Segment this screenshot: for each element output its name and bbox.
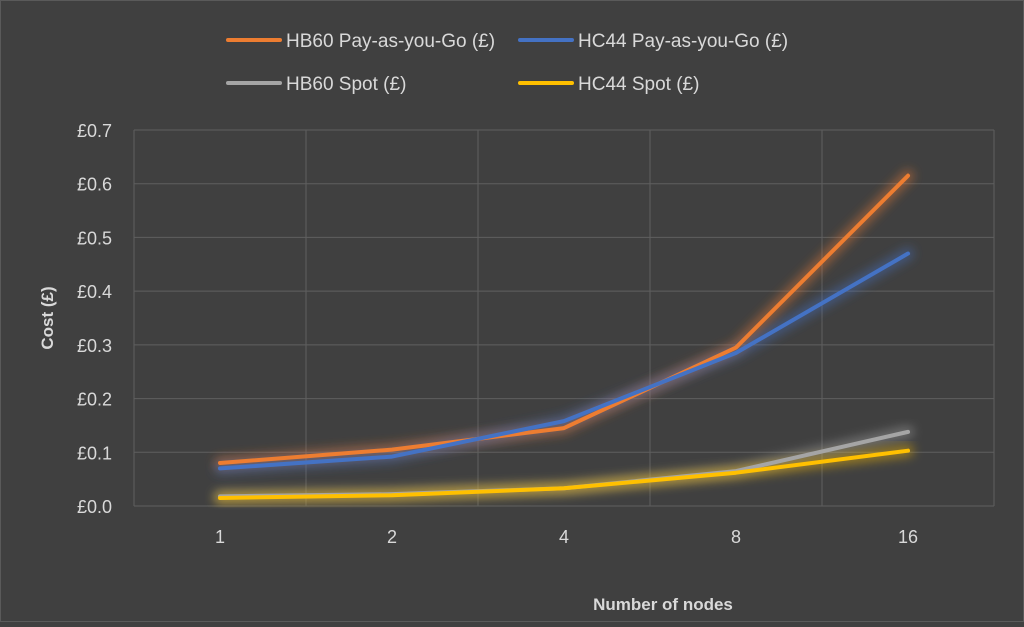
legend-item: HC44 Pay-as-you-Go (£): [518, 31, 788, 52]
y-tick-label: £0.7: [77, 121, 112, 141]
y-tick-label: £0.3: [77, 336, 112, 356]
series-lines: [218, 173, 910, 500]
legend-item: HB60 Pay-as-you-Go (£): [226, 31, 495, 52]
series-line-0: [218, 173, 910, 466]
legend-label: HC44 Pay-as-you-Go (£): [578, 31, 788, 52]
y-tick-label: £0.4: [77, 282, 112, 302]
y-tick-label: £0.5: [77, 228, 112, 248]
x-tick-label: 4: [559, 527, 569, 547]
y-tick-label: £0.0: [77, 497, 112, 517]
series-line-1: [218, 251, 910, 471]
legend-label: HC44 Spot (£): [578, 74, 699, 95]
series-line-3: [218, 448, 910, 500]
x-axis-label: Number of nodes: [593, 595, 733, 614]
x-tick-label: 2: [387, 527, 397, 547]
x-axis-ticks: 1 2 4 8 16: [215, 527, 918, 547]
x-tick-label: 8: [731, 527, 741, 547]
legend-label: HB60 Spot (£): [286, 74, 406, 95]
legend-item: HB60 Spot (£): [226, 74, 406, 95]
y-tick-label: £0.2: [77, 390, 112, 410]
x-tick-label: 16: [898, 527, 918, 547]
y-axis-ticks: £0.0 £0.1 £0.2 £0.3 £0.4 £0.5 £0.6 £0.7: [77, 121, 112, 517]
y-axis-label: Cost (£): [38, 286, 57, 349]
legend: HB60 Pay-as-you-Go (£) HC44 Pay-as-you-Go…: [226, 31, 788, 95]
legend-item: HC44 Spot (£): [518, 74, 699, 95]
x-tick-label: 1: [215, 527, 225, 547]
y-tick-label: £0.6: [77, 175, 112, 195]
legend-label: HB60 Pay-as-you-Go (£): [286, 31, 495, 52]
y-tick-label: £0.1: [77, 443, 112, 463]
